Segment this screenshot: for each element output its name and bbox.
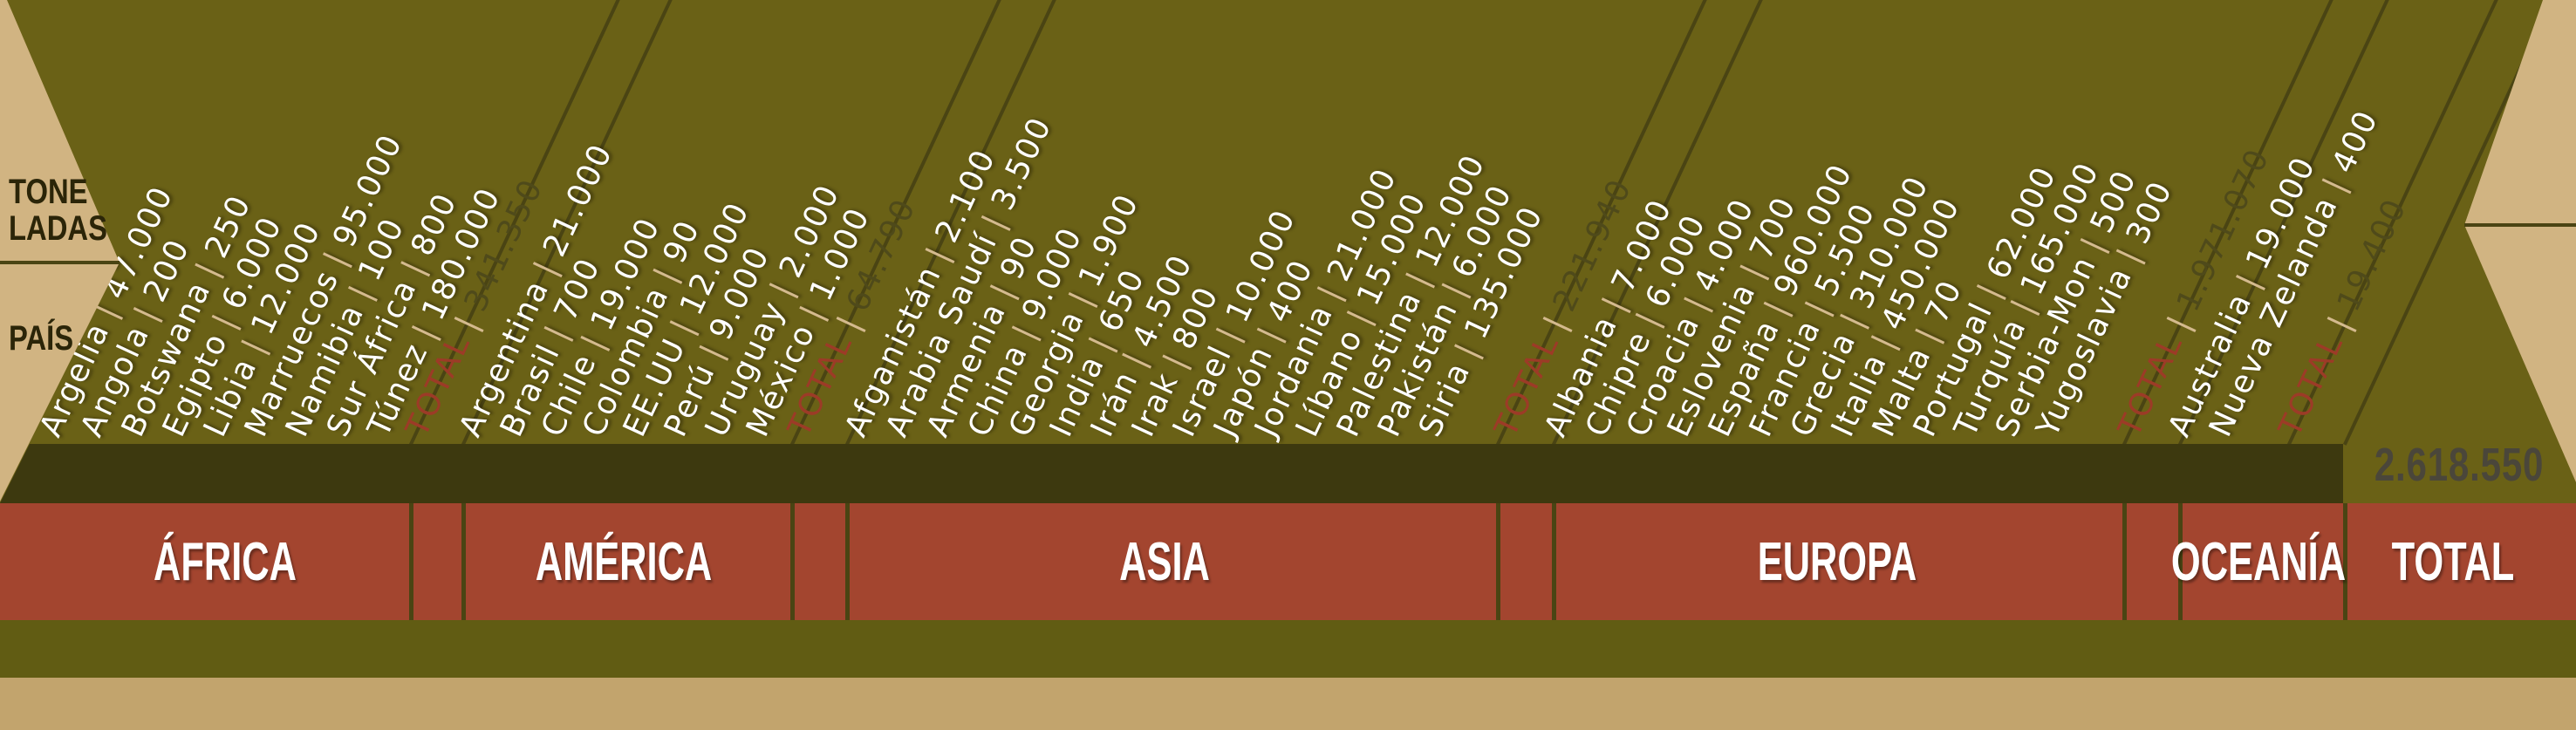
grand-total-value: 2.618.550 xyxy=(2374,439,2544,491)
separator-pipe: | xyxy=(575,329,613,356)
continent-band-label-text: ÁFRICA xyxy=(154,531,297,592)
continent-band-label: AMÉRICA xyxy=(497,503,749,620)
lower-olive-band xyxy=(0,620,2576,678)
continent-column-divider xyxy=(790,503,795,620)
continent-column-divider xyxy=(2122,503,2127,620)
separator-pipe: | xyxy=(1630,305,1668,333)
right-wedge-divider-line xyxy=(2464,223,2576,227)
continent-band-label-text: OCEANÍA xyxy=(2170,531,2347,592)
continent-column-divider xyxy=(409,503,413,620)
separator-pipe: | xyxy=(1341,304,1379,331)
separator-pipe: | xyxy=(448,310,487,337)
separator-pipe: | xyxy=(1157,347,1195,374)
separator-pipe: | xyxy=(1835,306,1873,334)
separator-pipe: | xyxy=(1210,320,1248,347)
continent-band-label: OCEANÍA xyxy=(2134,503,2383,620)
separator-pipe: | xyxy=(2161,310,2199,337)
tonnes-axis-label-line2: LADAS xyxy=(9,209,107,248)
continent-column-divider xyxy=(461,503,466,620)
total-value: 19.400 xyxy=(2330,193,2415,317)
left-wedge-divider-line xyxy=(0,261,120,264)
separator-pipe: | xyxy=(1083,330,1121,357)
separator-pipe: | xyxy=(2005,293,2043,320)
separator-pipe: | xyxy=(1734,257,1773,284)
country-value: 21.000 xyxy=(536,138,620,263)
continent-column-divider xyxy=(1552,503,1556,620)
continent-band-label: ÁFRICA xyxy=(123,503,327,620)
separator-pipe: | xyxy=(342,279,381,306)
separator-pipe: | xyxy=(1758,294,1796,322)
dark-summary-band xyxy=(0,444,2343,503)
separator-pipe: | xyxy=(1251,320,1289,347)
separator-pipe: | xyxy=(1595,290,1634,317)
separator-pipe: | xyxy=(1537,310,1575,337)
separator-pipe: | xyxy=(1910,321,1948,348)
separator-pipe: | xyxy=(1006,318,1044,345)
continent-band xyxy=(0,503,2576,620)
total-word: TOTAL xyxy=(2272,329,2351,442)
separator-pipe: | xyxy=(2321,310,2360,337)
separator-pipe: | xyxy=(2316,171,2354,198)
separator-pipe: | xyxy=(1678,290,1717,317)
separator-pipe: | xyxy=(647,261,686,289)
separator-pipe: | xyxy=(984,277,1022,304)
separator-pipe: | xyxy=(975,208,1014,235)
separator-pipe: | xyxy=(189,256,228,283)
total-column-label: TOTAL xyxy=(2366,503,2541,620)
separator-pipe: | xyxy=(1865,328,1903,355)
separator-pipe: | xyxy=(1063,285,1101,312)
pais-axis-label: PAÍS xyxy=(9,319,74,358)
total-column-label-text: TOTAL xyxy=(2391,531,2515,592)
tonnes-axis-label-line1: TONE xyxy=(9,173,88,211)
separator-pipe: | xyxy=(1117,345,1155,372)
continent-band-label-text: EUROPA xyxy=(1757,531,1917,592)
bottom-tan-strip xyxy=(0,678,2576,730)
separator-pipe: | xyxy=(127,300,166,327)
separator-pipe: | xyxy=(1400,265,1438,292)
continent-band-label: EUROPA xyxy=(1724,503,1951,620)
separator-pipe: | xyxy=(830,310,869,337)
continent-column-divider xyxy=(845,503,850,620)
separator-pipe: | xyxy=(763,276,802,303)
continent-column-divider xyxy=(2343,503,2347,620)
continent-column-divider xyxy=(1496,503,1500,620)
continent-column-divider xyxy=(2178,503,2183,620)
separator-pipe: | xyxy=(538,318,577,346)
separator-pipe: | xyxy=(236,332,274,359)
separator-pipe: | xyxy=(1971,277,2009,304)
separator-pipe: | xyxy=(694,338,732,365)
separator-pipe: | xyxy=(2230,268,2269,295)
continent-band-label-text: ASIA xyxy=(1119,531,1210,592)
continent-band-label: ASIA xyxy=(1100,503,1229,620)
continent-band-label-text: AMÉRICA xyxy=(535,531,713,592)
